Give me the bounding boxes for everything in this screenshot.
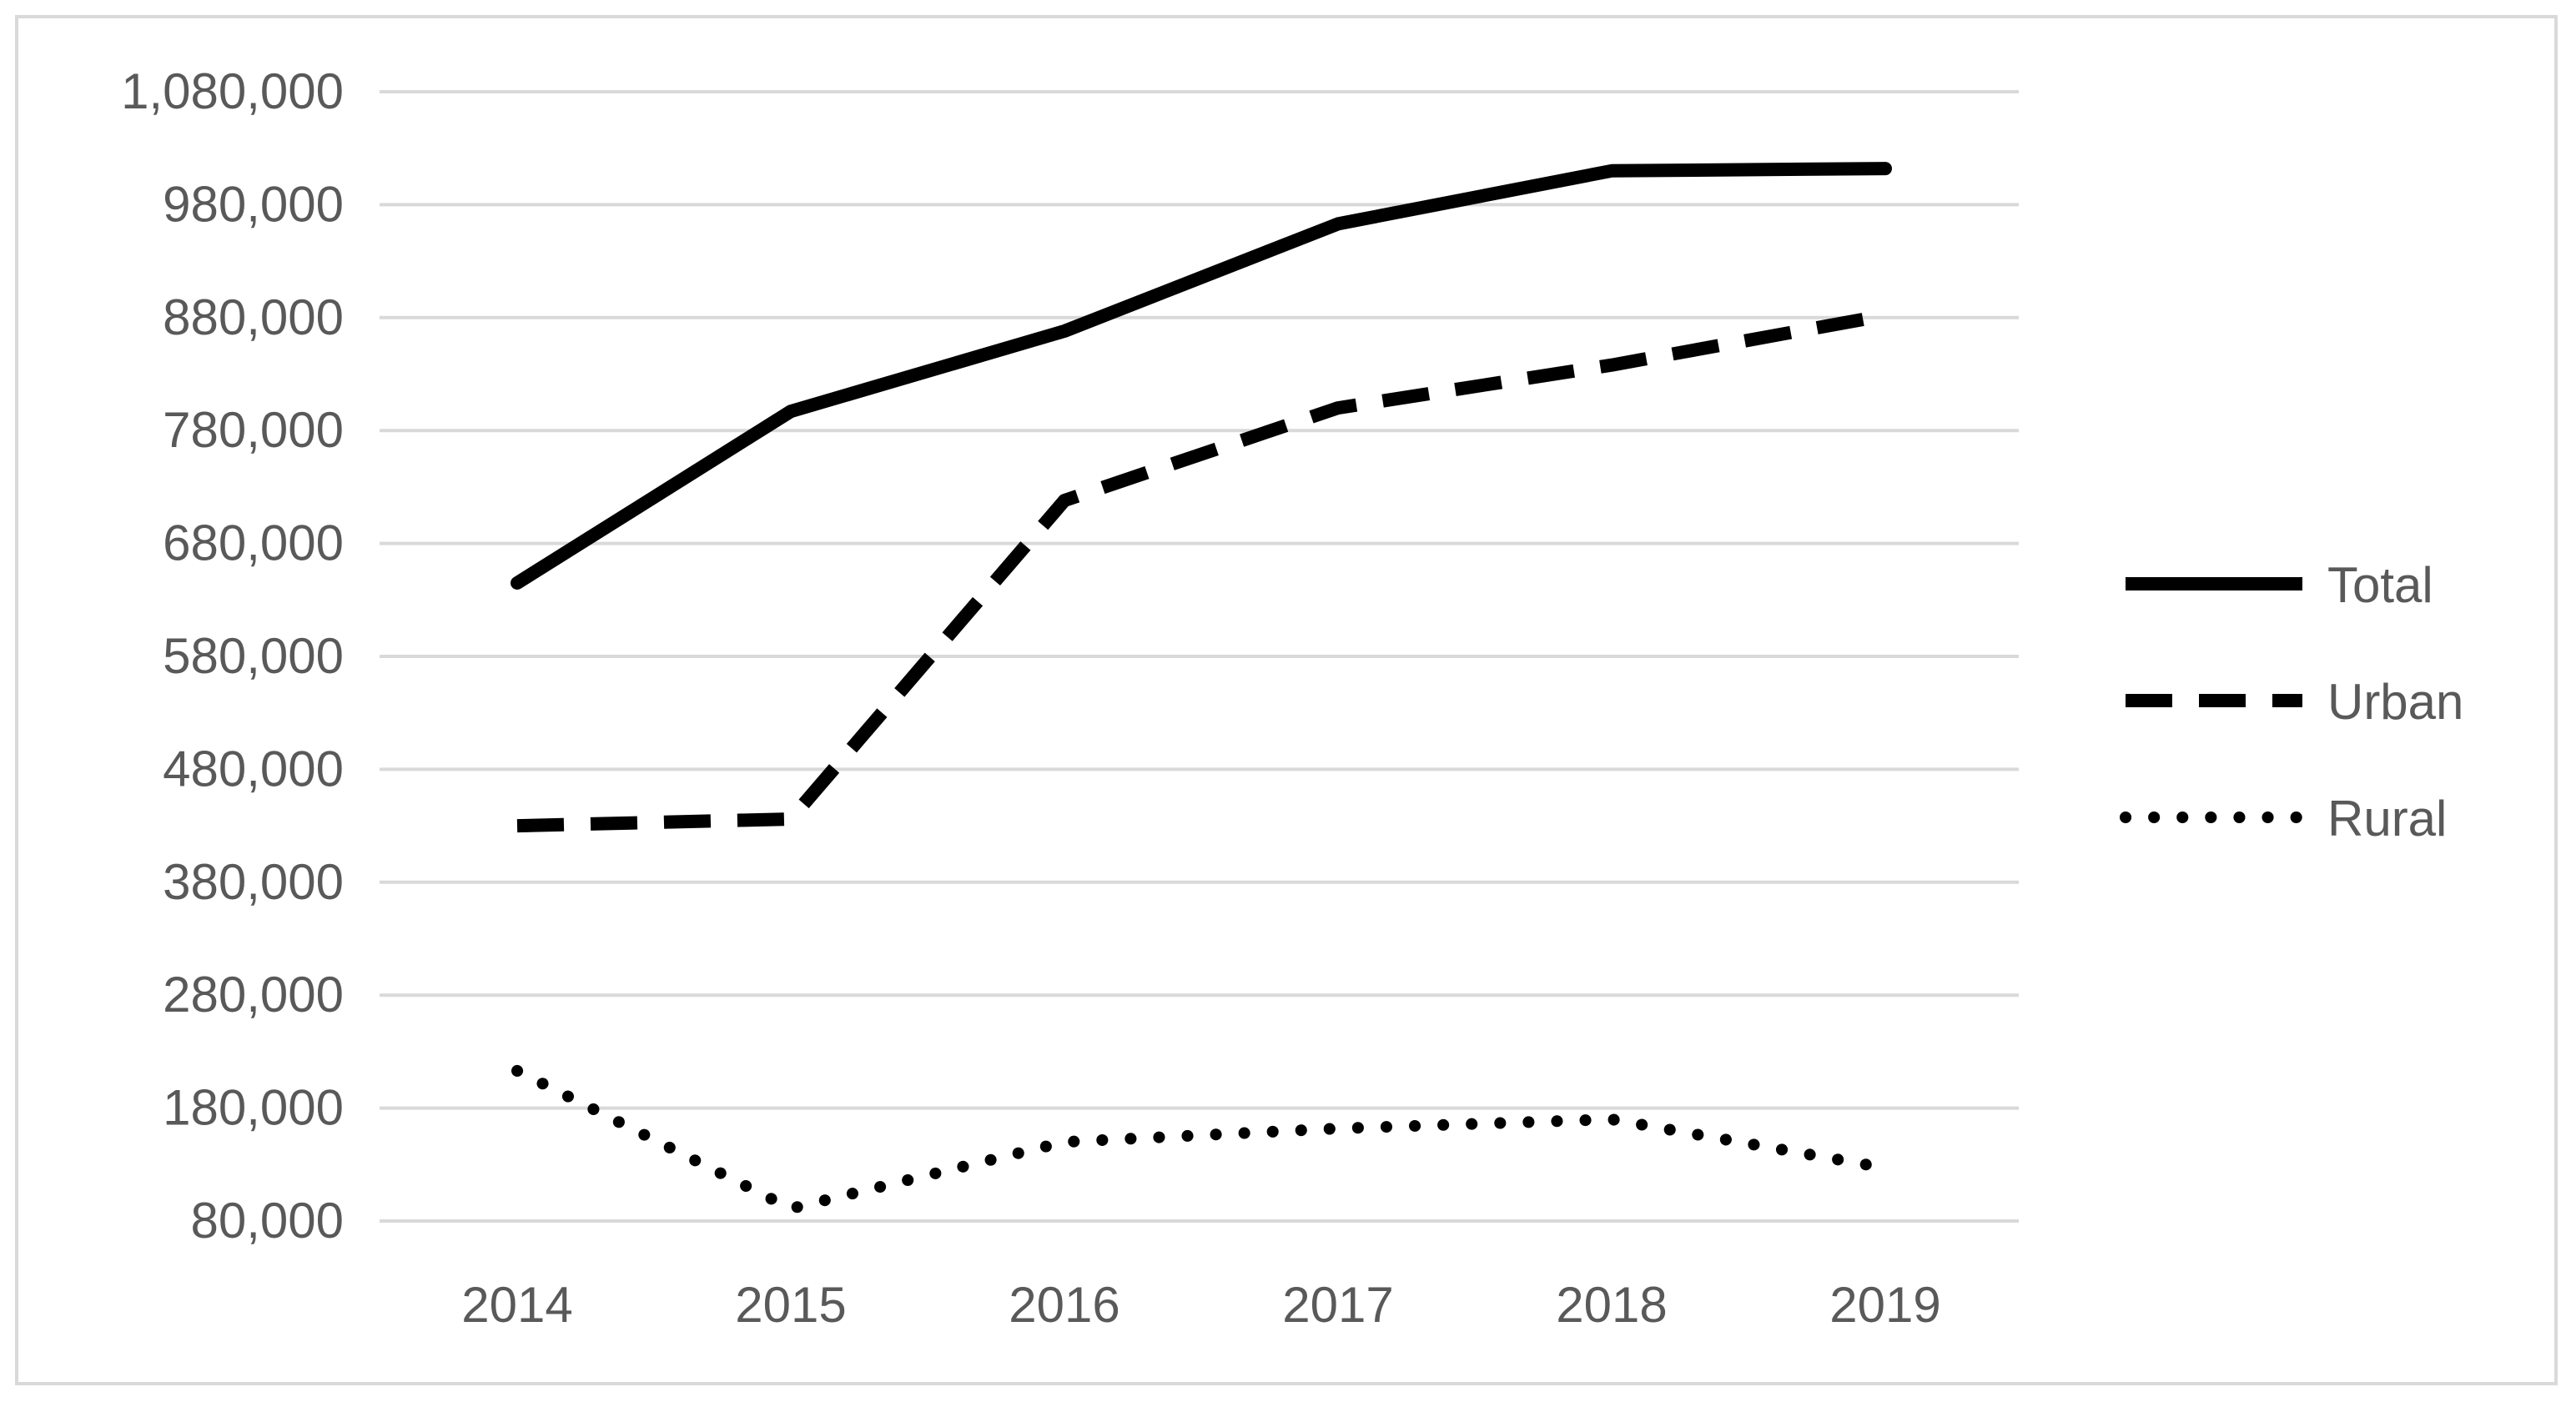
legend-label-urban: Urban (2327, 674, 2463, 730)
y-tick-label: 380,000 (163, 854, 344, 910)
x-axis-tick-labels: 2014 2015 2016 2017 2018 2019 (461, 1277, 1940, 1333)
y-tick-label: 180,000 (163, 1080, 344, 1136)
y-tick-label: 80,000 (190, 1193, 344, 1249)
y-tick-label: 680,000 (163, 515, 344, 571)
series-line-urban (516, 309, 1887, 833)
y-tick-label: 980,000 (163, 176, 344, 232)
x-tick-label: 2016 (1009, 1277, 1119, 1333)
y-tick-label: 880,000 (163, 289, 344, 345)
y-tick-label: 280,000 (163, 967, 344, 1023)
legend-label-rural: Rural (2327, 791, 2447, 847)
gridlines (380, 90, 2019, 1223)
y-tick-label: 580,000 (163, 628, 344, 684)
series-line-total (511, 162, 1892, 590)
series-lines (511, 162, 1892, 1215)
x-tick-label: 2014 (461, 1277, 572, 1333)
y-tick-label: 780,000 (163, 402, 344, 458)
legend: Total Urban Rural (2120, 557, 2463, 847)
y-tick-label: 480,000 (163, 741, 344, 796)
y-tick-label: 1,080,000 (121, 63, 344, 119)
x-tick-label: 2015 (735, 1277, 846, 1333)
series-line-rural (511, 1064, 1891, 1215)
legend-label-total: Total (2327, 557, 2433, 613)
y-axis-tick-labels: 80,000 180,000 280,000 380,000 480,000 580,00… (121, 63, 344, 1249)
x-tick-label: 2018 (1556, 1277, 1667, 1333)
x-tick-label: 2019 (1829, 1277, 1940, 1333)
x-tick-label: 2017 (1282, 1277, 1393, 1333)
